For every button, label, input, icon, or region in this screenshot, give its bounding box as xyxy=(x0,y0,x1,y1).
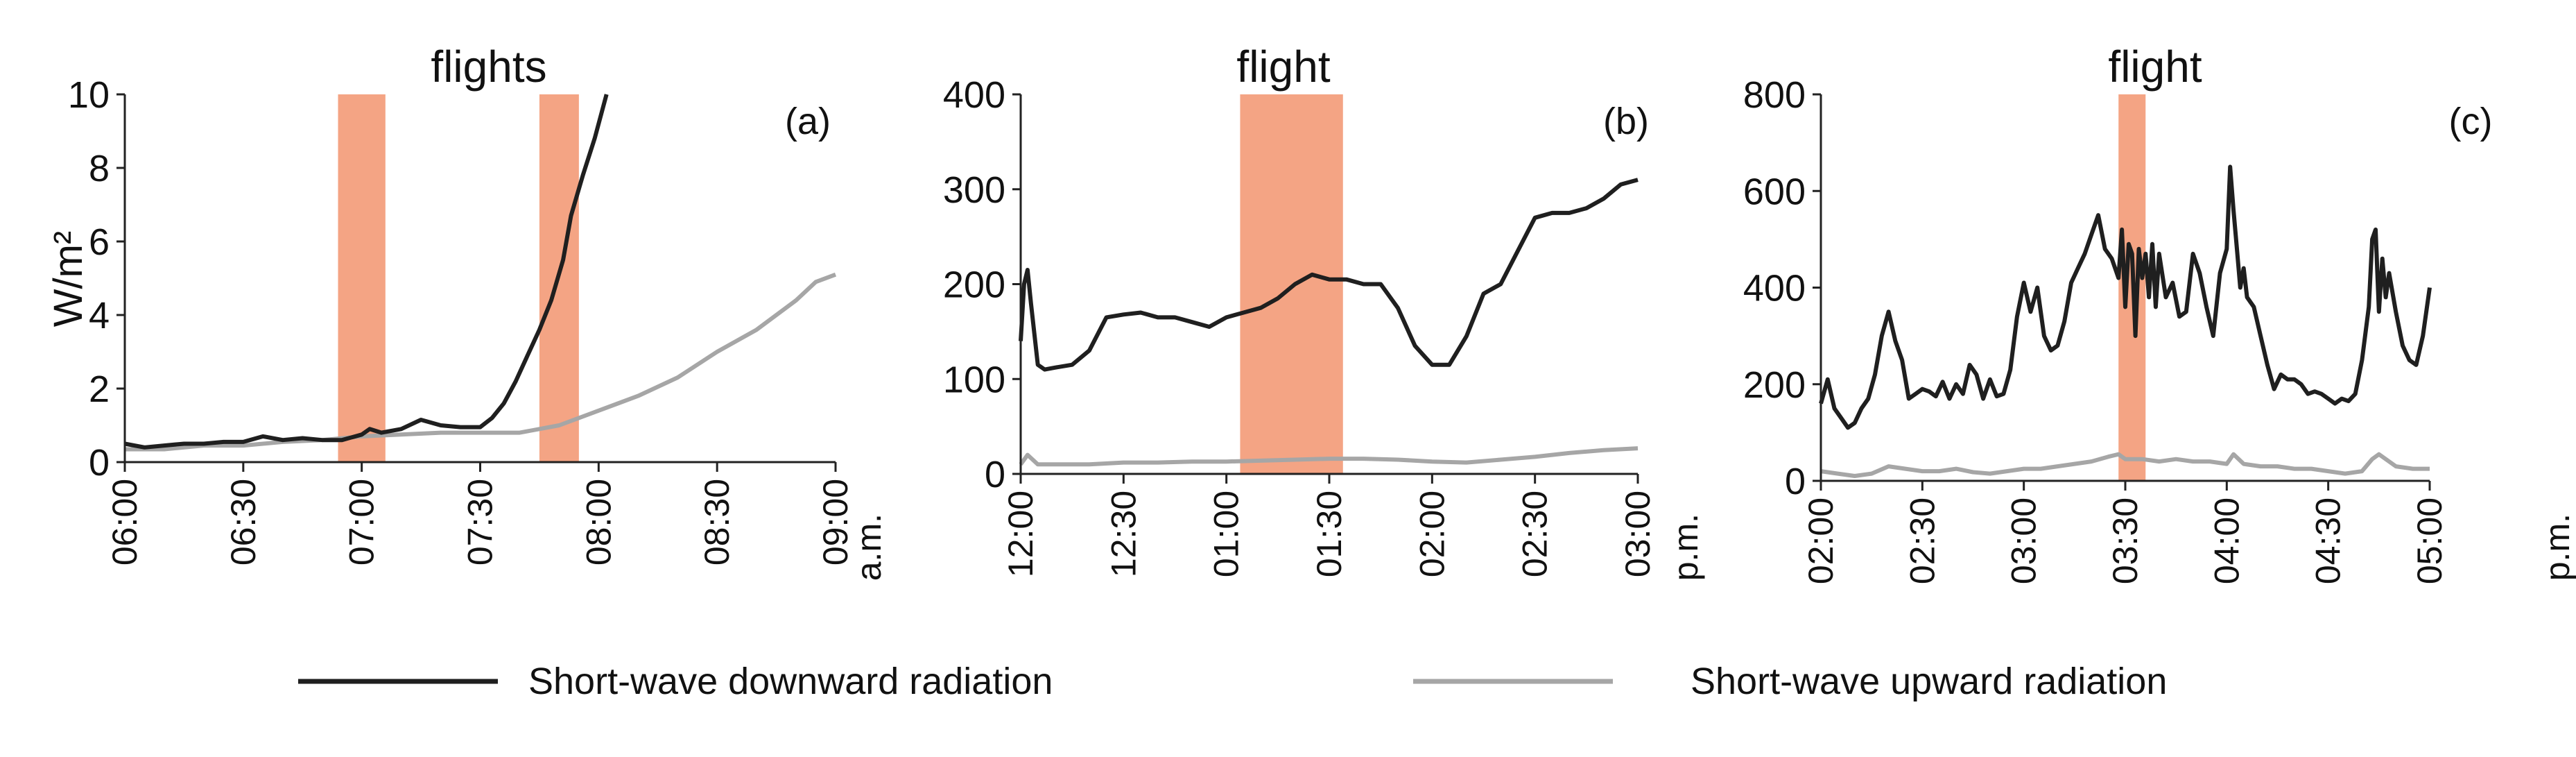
panel-c-ytick-label: 0 xyxy=(1785,461,1806,502)
panel-b-ytick-label: 200 xyxy=(943,264,1005,306)
panel-a-ytick-label: 0 xyxy=(89,442,110,484)
panel-c-letter: (c) xyxy=(2449,101,2493,142)
panel-a-ytick-label: 10 xyxy=(68,74,110,116)
panel-b-series-upward xyxy=(1019,446,1639,467)
panel-a-period-label: a.m. xyxy=(849,513,888,581)
panel-b-xtick-label: 03:00 xyxy=(1618,491,1657,577)
panel-b-xtick-label: 02:30 xyxy=(1516,491,1555,577)
panel-c: 0 200 400 600 800 02:00 02:30 03:00 03:30 04:00 04… xyxy=(1743,42,2576,584)
panel-a-ytick-label: 4 xyxy=(89,295,110,337)
panel-a-ylabel: W/m² xyxy=(46,231,91,328)
panel-b-xtick-label: 12:30 xyxy=(1104,491,1143,577)
panel-b-series-downward xyxy=(1019,178,1639,372)
panel-a-letter: (a) xyxy=(785,101,831,142)
panel-c-ytick-label: 200 xyxy=(1743,364,1806,406)
panel-c-xtick-label: 04:30 xyxy=(2309,497,2348,584)
panel-b-xtick-label: 12:00 xyxy=(1001,491,1040,577)
panel-c-xtick-label: 02:30 xyxy=(1903,497,1942,584)
panel-a-xtick-label: 07:30 xyxy=(461,479,500,565)
panel-b-letter: (b) xyxy=(1603,101,1649,142)
panel-c-series-upward xyxy=(1820,452,2430,478)
legend: Short-wave downward radiation Short-wave… xyxy=(298,661,2167,702)
panel-b-flight-band-1 xyxy=(1240,94,1343,474)
panel-c-title: flight xyxy=(2108,42,2202,92)
panel-b: 0 100 200 300 400 12:00 12:30 01:00 01:30 02:00 02… xyxy=(943,42,1705,581)
panel-c-xtick-label: 04:00 xyxy=(2207,497,2246,584)
panel-b-ytick-label: 100 xyxy=(943,359,1005,400)
panel-c-period-label: p.m. xyxy=(2538,513,2576,581)
panel-b-title: flight xyxy=(1236,42,1330,92)
panel-b-ytick-label: 300 xyxy=(943,169,1005,211)
panel-c-xtick-label: 05:00 xyxy=(2410,497,2449,584)
panel-c-xtick-label: 02:00 xyxy=(1801,497,1840,584)
panel-c-ytick-label: 800 xyxy=(1743,74,1806,116)
panel-a-flight-band-1 xyxy=(338,94,386,462)
panel-a: 0 2 4 6 8 10 06:00 06:30 07:00 07:30 08:00 08:30 09:… xyxy=(46,42,888,581)
panel-b-ytick-label: 0 xyxy=(985,454,1005,495)
legend-downward-label: Short-wave downward radiation xyxy=(528,661,1053,702)
panel-a-xtick-label: 06:00 xyxy=(105,479,144,565)
panel-c-xtick-label: 03:30 xyxy=(2106,497,2145,584)
panel-a-ytick-label: 8 xyxy=(89,148,110,189)
panel-c-ytick-label: 600 xyxy=(1743,171,1806,212)
panel-a-series-downward xyxy=(124,94,609,450)
panel-a-series-upward xyxy=(125,272,837,452)
panel-b-period-label: p.m. xyxy=(1666,513,1705,581)
panel-a-xtick-label: 08:30 xyxy=(698,479,736,565)
panel-c-ytick-label: 400 xyxy=(1743,268,1806,309)
panel-a-title: flights xyxy=(431,42,546,92)
panel-a-xtick-label: 08:00 xyxy=(579,479,618,565)
panel-a-ytick-label: 2 xyxy=(89,368,110,410)
panel-b-xtick-label: 01:00 xyxy=(1207,491,1246,577)
panel-b-ytick-label: 400 xyxy=(943,74,1005,116)
legend-upward-label: Short-wave upward radiation xyxy=(1691,661,2167,702)
panel-a-xtick-label: 06:30 xyxy=(224,479,263,565)
panel-a-xtick-label: 07:00 xyxy=(343,479,381,565)
panel-c-xtick-label: 03:00 xyxy=(2005,497,2043,584)
panel-a-xtick-label: 09:00 xyxy=(816,479,855,565)
panel-c-series-downward xyxy=(1819,164,2432,430)
panel-b-xtick-label: 01:30 xyxy=(1310,491,1349,577)
panel-b-xtick-label: 02:00 xyxy=(1412,491,1451,577)
panel-a-ytick-label: 6 xyxy=(89,221,110,263)
